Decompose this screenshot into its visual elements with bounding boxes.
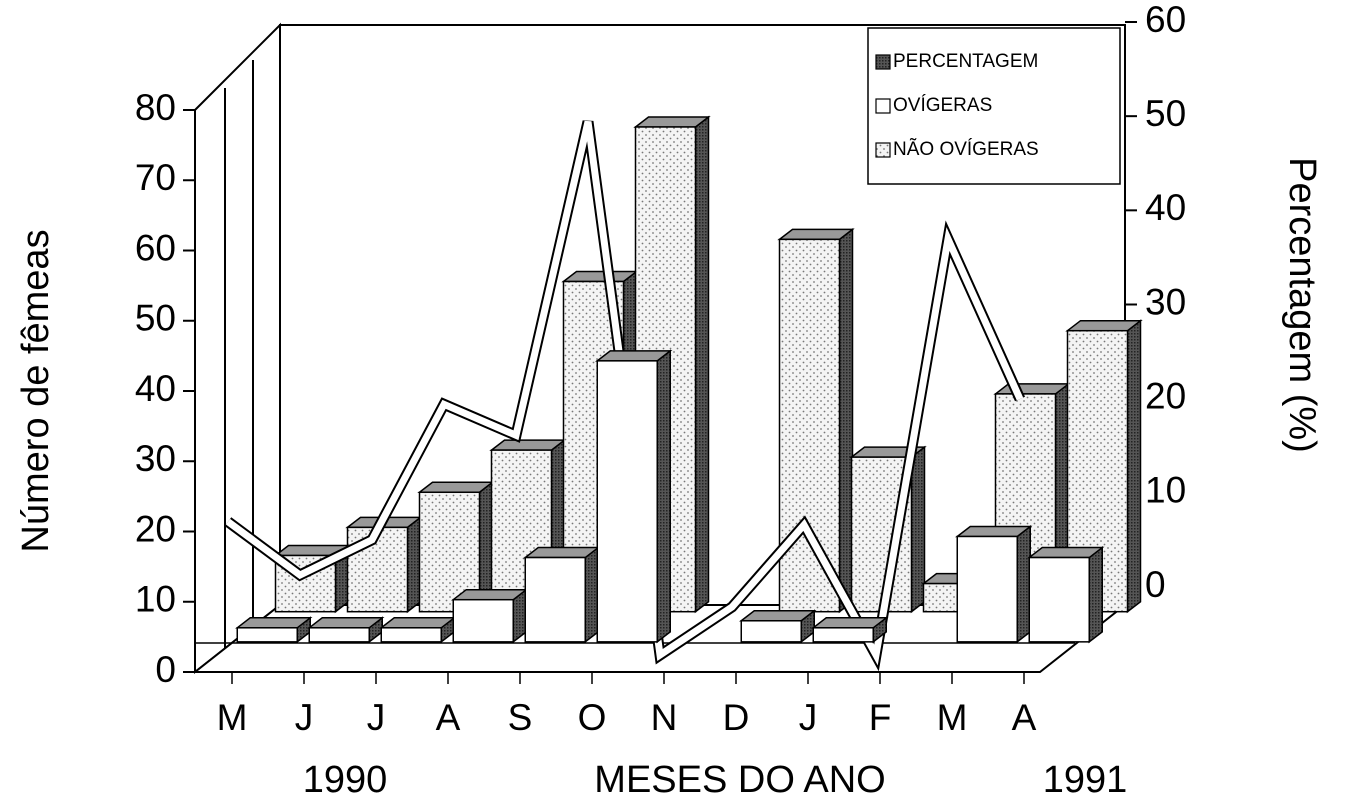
y2-tick-label: 0 [1145, 564, 1166, 605]
x-tick-label: D [723, 697, 750, 738]
x-tick-label: O [578, 697, 607, 738]
legend-box [867, 27, 1121, 185]
x-tick-label: J [799, 697, 818, 738]
bar-top [633, 116, 711, 128]
bar [812, 627, 874, 643]
y2-tick-label: 30 [1145, 281, 1186, 322]
bar-side [1088, 546, 1103, 644]
bar-top [417, 481, 495, 494]
bar-side [694, 115, 710, 614]
year-label: 1990 [303, 759, 388, 801]
bar-top [379, 617, 457, 629]
y2-axis-label: Percentagem (%) [1281, 157, 1323, 453]
y2-tick-label: 40 [1145, 187, 1186, 228]
x-tick-label: S [508, 697, 533, 738]
bar [380, 627, 442, 643]
x-tick-label: A [1012, 697, 1037, 738]
y2-tick-label: 20 [1145, 375, 1186, 416]
bar-top [523, 546, 601, 559]
y-tick-label: 10 [135, 579, 176, 620]
y-axis-label: Número de fêmeas [15, 229, 57, 552]
legend-swatch [875, 142, 891, 158]
legend-label: PERCENTAGEM [893, 51, 1038, 72]
y2-tick-label: 60 [1145, 0, 1186, 40]
x-tick-label: N [651, 697, 678, 738]
bar [236, 627, 298, 643]
x-tick-label: M [937, 697, 968, 738]
bar-top [955, 525, 1033, 538]
bar-side [910, 445, 926, 614]
x-tick-label: M [217, 697, 248, 738]
bar-top [595, 350, 673, 362]
bar [956, 535, 1018, 643]
y-tick-label: 40 [135, 368, 176, 409]
y-tick-label: 30 [135, 438, 176, 479]
bar-top [739, 610, 817, 622]
bar [524, 556, 586, 643]
bar-top [307, 617, 385, 629]
legend: PERCENTAGEM OVÍGERAS NÃO OVÍGERAS [867, 27, 1121, 185]
y2-tick-label: 50 [1145, 93, 1186, 134]
legend-swatch [875, 98, 891, 114]
y-tick-label: 20 [135, 508, 176, 549]
bar-top [489, 439, 567, 451]
x-tick-label: J [295, 697, 314, 738]
bar [778, 238, 841, 613]
bar-top [993, 383, 1071, 395]
bar-side [1016, 524, 1031, 644]
bar-top [811, 617, 889, 629]
bar-side [838, 227, 854, 614]
year-label: 1991 [1043, 759, 1128, 801]
bar [308, 627, 370, 643]
y-tick-label: 50 [135, 298, 176, 339]
legend-label: NÃO OVÍGERAS [893, 138, 1039, 160]
y-tick-label: 80 [135, 87, 176, 128]
bar-top [777, 228, 855, 241]
bar-top [235, 617, 313, 629]
y-tick-label: 0 [155, 649, 176, 690]
x-tick-label: J [367, 697, 386, 738]
legend-swatch [875, 54, 891, 70]
x-axis-label: MESES DO ANO [594, 759, 885, 801]
y2-tick-label: 10 [1145, 470, 1186, 511]
bar-top [561, 270, 639, 283]
legend-label: OVÍGERAS [893, 95, 992, 116]
bar-top [1027, 546, 1105, 559]
bar [740, 620, 802, 643]
x-tick-label: F [869, 697, 892, 738]
bar-side [1126, 319, 1142, 614]
y-tick-label: 60 [135, 227, 176, 268]
bar-side [584, 546, 599, 644]
bar [596, 360, 658, 643]
y-tick-label: 70 [135, 157, 176, 198]
bar-side [656, 349, 671, 644]
bar [452, 598, 514, 643]
bar-top [451, 588, 529, 601]
bar-side [406, 515, 422, 614]
bar [1028, 556, 1090, 643]
x-tick-label: A [436, 697, 461, 738]
bar-top [1065, 319, 1143, 332]
